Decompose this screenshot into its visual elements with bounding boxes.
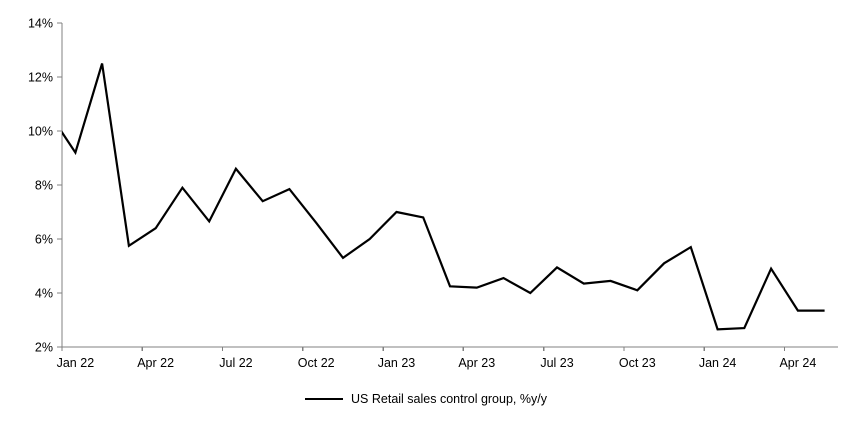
y-axis-tick-label: 6% [35,233,53,247]
y-axis-tick-label: 14% [28,17,53,31]
x-axis-tick-label: Oct 23 [619,356,656,370]
y-axis-tick-label: 2% [35,341,53,355]
x-axis-tick-label: Jan 24 [699,356,737,370]
x-axis-tick-label: Oct 22 [298,356,335,370]
y-axis-tick-label: 8% [35,179,53,193]
legend-label: US Retail sales control group, %y/y [351,392,547,406]
x-axis-tick-label: Jan 22 [57,356,95,370]
series-line [62,63,825,331]
x-axis-tick-label: Apr 24 [779,356,816,370]
x-axis-tick-label: Jan 23 [378,356,416,370]
x-axis-tick-label: Apr 23 [458,356,495,370]
y-axis-tick-label: 12% [28,71,53,85]
x-axis-tick-label: Apr 22 [137,356,174,370]
x-axis-tick-label: Jul 22 [219,356,252,370]
legend-line-sample [305,398,344,400]
y-axis-tick-label: 10% [28,125,53,139]
chart-legend: US Retail sales control group, %y/y [0,389,852,409]
y-axis-tick-label: 4% [35,287,53,301]
x-axis-tick-label: Jul 23 [540,356,573,370]
